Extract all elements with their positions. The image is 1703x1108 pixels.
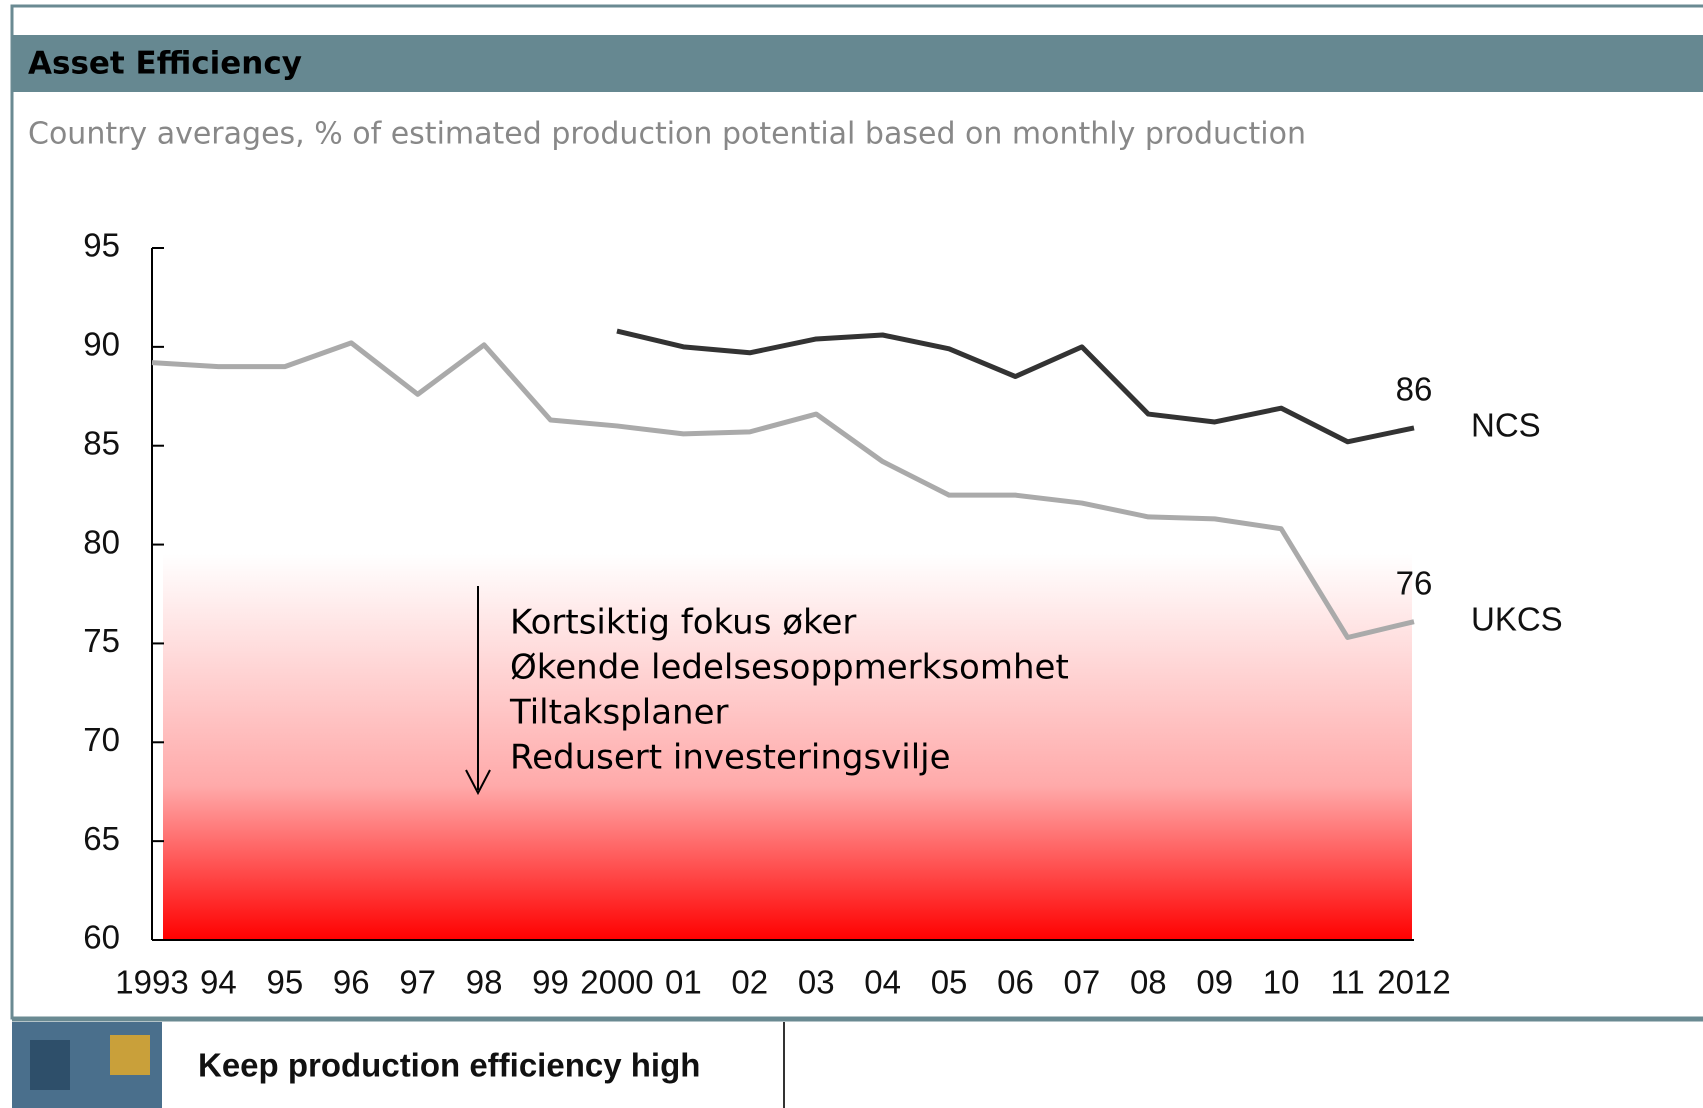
- x-tick-label: 01: [665, 964, 702, 1001]
- value-label: 86: [1396, 371, 1433, 408]
- x-tick-label: 1993: [115, 964, 188, 1001]
- footer-text: Keep production efficiency high: [198, 1047, 700, 1084]
- x-tick-label: 02: [731, 964, 768, 1001]
- y-tick-label: 95: [83, 227, 120, 264]
- y-tick-label: 70: [83, 721, 120, 758]
- x-tick-label: 97: [399, 964, 436, 1001]
- header-bar: [12, 35, 1703, 92]
- photo-detail: [30, 1040, 70, 1090]
- x-tick-label: 07: [1064, 964, 1101, 1001]
- line-series: [616, 328, 1415, 445]
- x-tick-label: 03: [798, 964, 835, 1001]
- value-label: 76: [1396, 564, 1433, 601]
- y-tick-label: 60: [83, 919, 120, 956]
- line-series: [151, 340, 1415, 640]
- series-label: UKCS: [1471, 600, 1563, 637]
- x-tick-label: 99: [532, 964, 569, 1001]
- subtitle: Country averages, % of estimated product…: [28, 117, 1306, 152]
- x-tick-label: 2012: [1377, 964, 1450, 1001]
- x-tick-label: 96: [333, 964, 370, 1001]
- y-tick-label: 65: [83, 820, 120, 857]
- x-tick-label: 2000: [580, 964, 653, 1001]
- x-tick-label: 08: [1130, 964, 1167, 1001]
- pressure-zone: [163, 554, 1412, 940]
- x-tick-label: 11: [1330, 964, 1364, 1001]
- x-tick-label: 05: [931, 964, 968, 1001]
- series-label: NCS: [1471, 407, 1541, 444]
- y-tick-label: 75: [83, 622, 120, 659]
- annotation-line: Tiltaksplaner: [509, 693, 729, 733]
- x-tick-label: 04: [864, 964, 901, 1001]
- y-tick-label: 90: [83, 326, 120, 363]
- arrow-head: [465, 769, 491, 796]
- x-tick-label: 98: [466, 964, 503, 1001]
- frame: [10, 4, 1703, 1020]
- y-tick-label: 80: [83, 523, 120, 560]
- header-title: Asset Efficiency: [28, 46, 302, 82]
- y-tick-label: 85: [83, 424, 120, 461]
- annotation-line: Kortsiktig fokus øker: [510, 603, 856, 643]
- photo-detail: [110, 1035, 150, 1075]
- annotation-line: Redusert investeringsvilje: [510, 738, 951, 778]
- x-tick-label: 06: [997, 964, 1034, 1001]
- x-tick-label: 95: [266, 964, 303, 1001]
- x-tick-label: 09: [1196, 964, 1233, 1001]
- x-tick-label: 94: [200, 964, 237, 1001]
- x-tick-label: 10: [1263, 964, 1300, 1001]
- annotation-line: Økende ledelsesoppmerksomhet: [510, 648, 1069, 688]
